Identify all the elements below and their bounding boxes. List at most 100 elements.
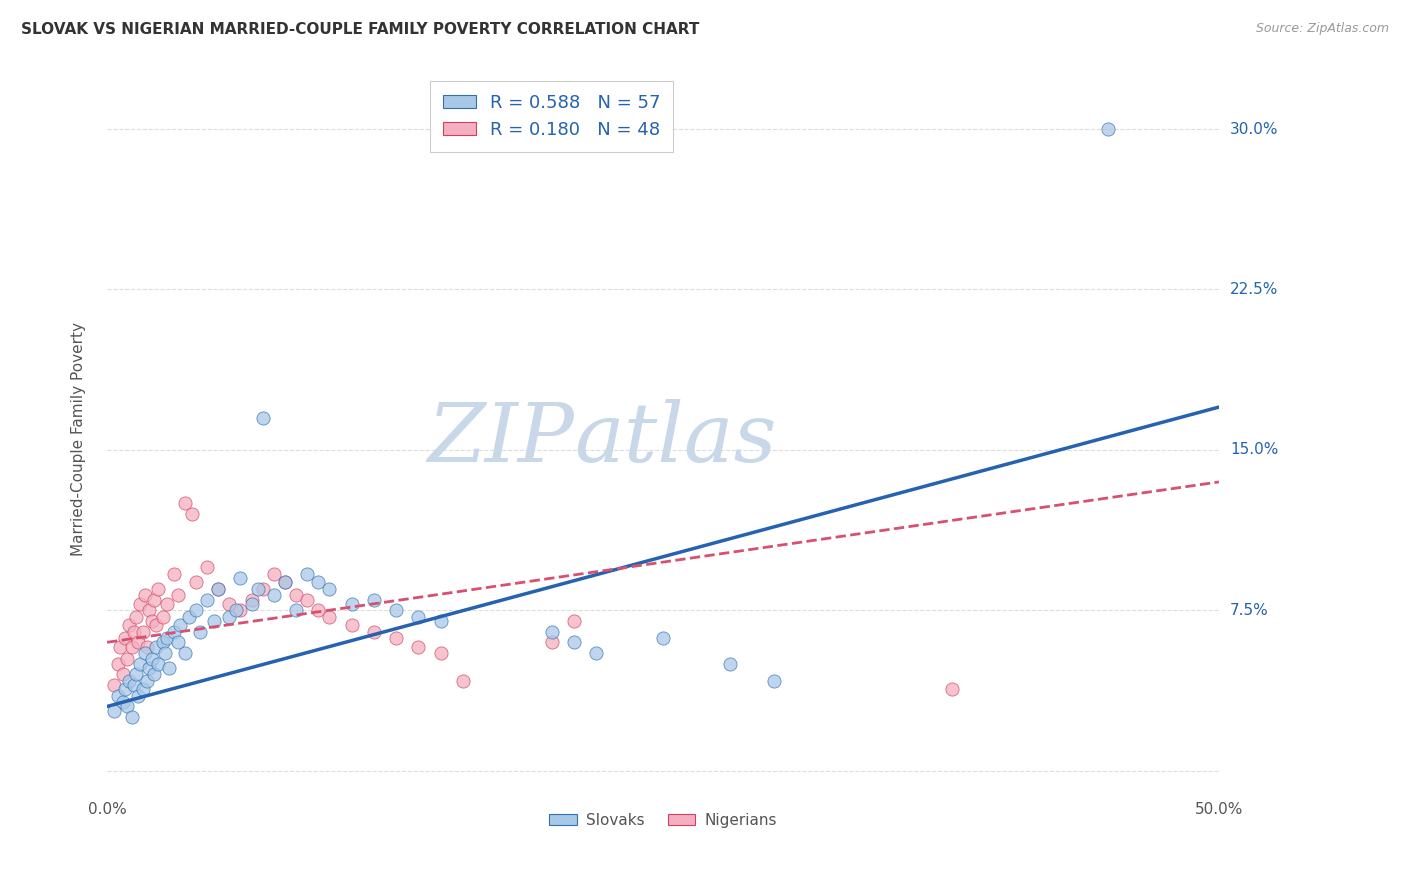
Point [318, 582, 340, 596]
Text: 15.0%: 15.0% [1230, 442, 1278, 458]
Point [148, 582, 170, 596]
Point [225, 603, 247, 617]
Point [252, 410, 274, 425]
Point [156, 631, 179, 645]
Point [363, 592, 385, 607]
Point [136, 640, 159, 654]
Point [114, 631, 136, 645]
Point [385, 603, 408, 617]
Point [127, 689, 149, 703]
Point [218, 597, 240, 611]
Point [585, 646, 607, 660]
Point [145, 640, 167, 654]
Point [134, 588, 156, 602]
Point [385, 631, 408, 645]
Point [307, 575, 329, 590]
Point [202, 614, 225, 628]
Point [763, 673, 786, 688]
Point [167, 588, 190, 602]
Point [195, 560, 218, 574]
Point [190, 624, 212, 639]
Text: 7.5%: 7.5% [1230, 603, 1268, 618]
Point [174, 496, 197, 510]
Point [118, 618, 141, 632]
Text: 30.0%: 30.0% [1230, 121, 1278, 136]
Point [157, 661, 180, 675]
Point [174, 646, 197, 660]
Point [138, 661, 160, 675]
Point [652, 631, 675, 645]
Point [229, 603, 252, 617]
Point [363, 624, 385, 639]
Point [285, 603, 308, 617]
Legend: Slovaks, Nigerians: Slovaks, Nigerians [543, 806, 783, 834]
Point [718, 657, 741, 671]
Point [285, 588, 308, 602]
Point [122, 678, 145, 692]
Point [142, 667, 165, 681]
Point [129, 657, 152, 671]
Point [111, 695, 134, 709]
Point [121, 710, 143, 724]
Point [107, 689, 129, 703]
Text: SLOVAK VS NIGERIAN MARRIED-COUPLE FAMILY POVERTY CORRELATION CHART: SLOVAK VS NIGERIAN MARRIED-COUPLE FAMILY… [21, 22, 699, 37]
Point [429, 614, 451, 628]
Point [134, 646, 156, 660]
Point [115, 652, 138, 666]
Point [247, 582, 270, 596]
Point [184, 575, 207, 590]
Point [138, 603, 160, 617]
Point [114, 682, 136, 697]
Point [307, 603, 329, 617]
Text: atlas: atlas [574, 399, 776, 479]
Point [318, 609, 340, 624]
Point [110, 640, 132, 654]
Point [941, 682, 963, 697]
Point [141, 614, 163, 628]
Point [562, 635, 585, 649]
Point [263, 566, 285, 581]
Point [115, 699, 138, 714]
Point [179, 609, 201, 624]
Point [540, 635, 562, 649]
Point [207, 582, 229, 596]
Point [562, 614, 585, 628]
Point [103, 704, 125, 718]
Point [121, 640, 143, 654]
Point [207, 582, 229, 596]
Y-axis label: Married-Couple Family Poverty: Married-Couple Family Poverty [72, 322, 86, 556]
Point [145, 618, 167, 632]
Point [408, 640, 430, 654]
Point [131, 624, 153, 639]
Point [152, 635, 174, 649]
Point [240, 592, 263, 607]
Point [295, 566, 318, 581]
Point [167, 635, 190, 649]
Point [218, 609, 240, 624]
Point [141, 652, 163, 666]
Point [153, 646, 176, 660]
Point [142, 592, 165, 607]
Point [131, 682, 153, 697]
Point [156, 597, 179, 611]
Point [125, 667, 148, 681]
Point [122, 624, 145, 639]
Point [129, 597, 152, 611]
Point [340, 618, 363, 632]
Text: Source: ZipAtlas.com: Source: ZipAtlas.com [1256, 22, 1389, 36]
Point [1097, 122, 1119, 136]
Point [118, 673, 141, 688]
Point [451, 673, 474, 688]
Point [540, 624, 562, 639]
Point [429, 646, 451, 660]
Point [180, 507, 202, 521]
Point [295, 592, 318, 607]
Point [136, 673, 159, 688]
Point [240, 597, 263, 611]
Point [184, 603, 207, 617]
Text: 22.5%: 22.5% [1230, 282, 1278, 297]
Point [408, 609, 430, 624]
Text: ZIP: ZIP [427, 399, 574, 479]
Point [274, 575, 297, 590]
Point [195, 592, 218, 607]
